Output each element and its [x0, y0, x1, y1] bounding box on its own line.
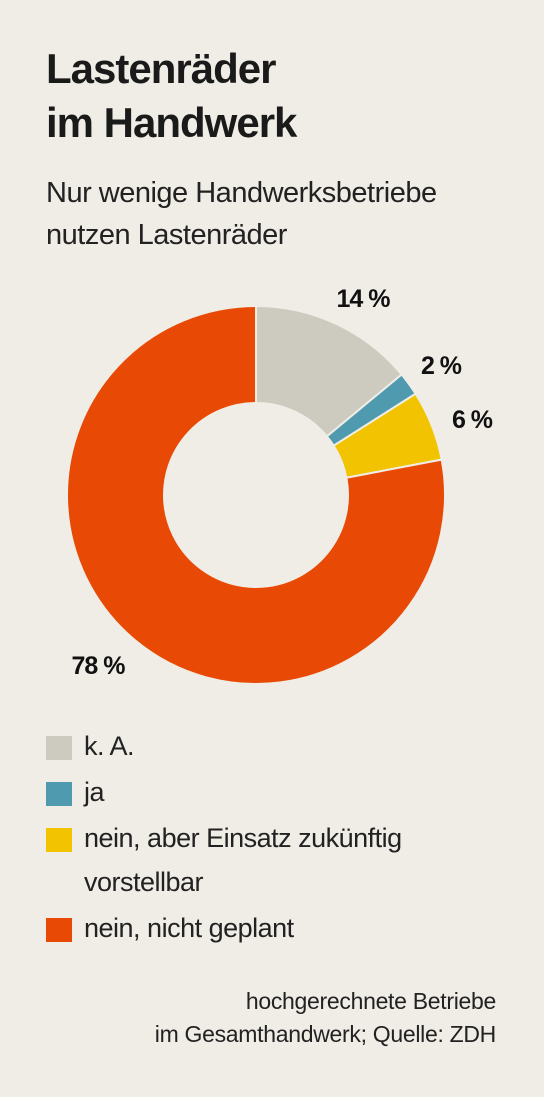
title-line-2: im Handwerk [46, 99, 297, 146]
chart-legend: k. A. ja nein, aber Einsatz zukünftig vo… [46, 724, 526, 952]
legend-label-k-a: k. A. [84, 731, 135, 761]
legend-label-nein-vorstellbar: nein, aber Einsatz zukünftig vorstellbar [84, 823, 402, 897]
legend-swatch-nein-vorstellbar [46, 828, 72, 852]
donut-chart: 14 % 2 % 6 % 78 % [66, 285, 494, 685]
data-label-ja: 2 % [421, 352, 462, 380]
source-note: hochgerechnete Betriebe im Gesamthandwer… [56, 985, 497, 1051]
legend-item-nein-vorstellbar: nein, aber Einsatz zukünftig vorstellbar [46, 816, 526, 904]
source-line-2: im Gesamthandwerk; Quelle: ZDH [154, 1021, 497, 1047]
legend-label-ja: ja [84, 777, 105, 807]
subtitle-line-1: Nur wenige Handwerksbetriebe [46, 177, 437, 209]
legend-swatch-k-a [46, 736, 72, 760]
chart-subtitle: Nur wenige Handwerksbetriebe nutzen Last… [46, 172, 506, 256]
data-label-nein-vorstellbar: 6 % [452, 406, 493, 434]
data-label-k-a: 14 % [337, 285, 391, 313]
legend-item-nein-nicht-geplant: nein, nicht geplant [46, 906, 526, 950]
legend-swatch-ja [46, 782, 72, 806]
donut-slice-nein-nicht-geplant [66, 304, 446, 685]
chart-title: Lastenräder im Handwerk [46, 42, 506, 150]
source-line-1: hochgerechnete Betriebe [245, 988, 496, 1014]
legend-swatch-nein-nicht-geplant [46, 918, 72, 942]
subtitle-line-2: nutzen Lastenräder [46, 219, 287, 251]
data-label-nein-nicht-geplant: 78 % [72, 652, 126, 680]
title-line-1: Lastenräder [46, 45, 276, 92]
legend-label-nein-nicht-geplant: nein, nicht geplant [84, 913, 294, 943]
legend-item-ja: ja [46, 770, 526, 814]
legend-item-k-a: k. A. [46, 724, 526, 768]
